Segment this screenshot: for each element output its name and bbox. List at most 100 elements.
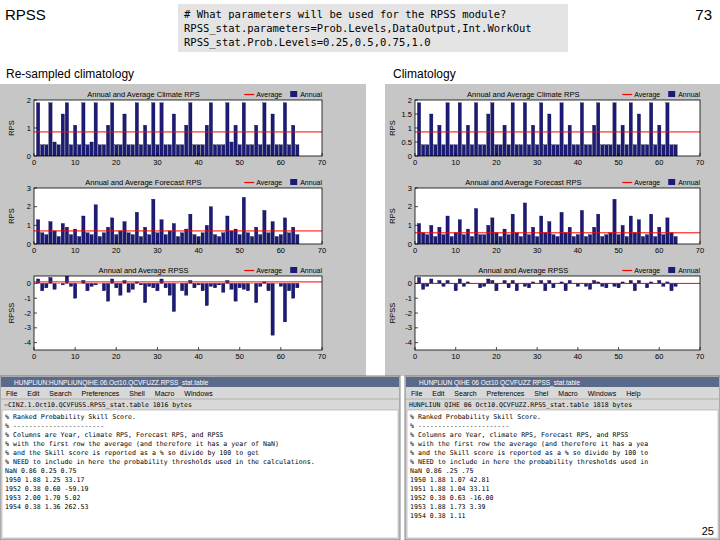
bar: [36, 220, 39, 244]
x-tick: [239, 241, 240, 244]
chart-title: Annual and Average RPSS: [478, 266, 568, 275]
bar: [621, 225, 624, 244]
editor-window: HUNPLIUN QIHE 06 Oct10 QCVFUZZ RPSS_stat…: [405, 376, 720, 540]
bar: [287, 283, 290, 290]
x-tick: [415, 153, 416, 156]
x-tick: [34, 241, 35, 244]
bar: [164, 235, 167, 244]
x-tick-label: 70: [696, 158, 704, 167]
text-line: 1952 0.38 0.60 -59.19: [5, 485, 88, 493]
bar: [654, 145, 657, 156]
text-line: % NEED to include in here the probabilit…: [410, 458, 648, 466]
bar: [593, 125, 596, 156]
menu-item: Help: [626, 390, 641, 398]
x-tick-label: 70: [318, 246, 326, 255]
bar: [234, 125, 237, 156]
bar: [511, 214, 514, 244]
plot-area: [415, 188, 700, 244]
bar: [176, 145, 179, 156]
bar: [474, 209, 477, 244]
y-tick: [415, 342, 418, 343]
average-line: [34, 281, 322, 282]
bar: [168, 231, 171, 244]
bar: [201, 145, 204, 156]
bar: [246, 283, 249, 290]
legend-label: Average: [256, 91, 282, 99]
x-tick: [322, 153, 323, 156]
bar: [434, 237, 437, 244]
bar: [143, 125, 146, 156]
x-tick-label: 0: [32, 352, 36, 361]
bar: [168, 145, 171, 156]
x-tick: [75, 153, 76, 156]
y-tick-label: 2: [408, 96, 412, 105]
bar: [511, 103, 514, 156]
bar: [106, 125, 109, 156]
x-tick: [239, 347, 240, 350]
bar: [106, 227, 109, 244]
bar: [209, 207, 212, 244]
y-tick: [34, 225, 37, 226]
bar: [666, 218, 669, 244]
x-tick-label: 30: [153, 246, 161, 255]
bar: [556, 237, 559, 244]
legend-swatch: [244, 94, 254, 95]
x-tick-label: 30: [533, 352, 541, 361]
x-tick: [659, 347, 660, 350]
bar: [519, 237, 522, 244]
bar: [156, 145, 159, 156]
text-line: 1954 0.38 1.11: [410, 512, 466, 520]
bar: [61, 283, 64, 284]
x-tick-label: 40: [194, 352, 202, 361]
y-tick: [415, 128, 418, 129]
bar: [197, 145, 200, 156]
bar: [53, 231, 56, 244]
bar: [454, 283, 457, 290]
bar: [617, 235, 620, 244]
average-line: [34, 131, 322, 132]
bar: [45, 283, 48, 287]
y-tick: [34, 206, 37, 207]
bar: [102, 145, 105, 156]
bar: [552, 235, 555, 244]
bar: [119, 283, 122, 295]
chart-title: Annual and Average Climate RPS: [467, 90, 579, 99]
bar: [279, 283, 282, 286]
bar: [426, 145, 429, 156]
bar: [73, 125, 76, 156]
y-tick-label: 0: [27, 152, 31, 161]
x-tick-label: 60: [277, 352, 285, 361]
bar: [588, 145, 591, 156]
bar: [213, 235, 216, 244]
bar: [296, 235, 299, 244]
menu-item: Search: [49, 390, 71, 397]
bar: [641, 145, 644, 156]
x-tick: [577, 153, 578, 156]
bar: [670, 145, 673, 156]
bar: [609, 233, 612, 244]
y-tick: [34, 283, 37, 284]
bar: [69, 145, 72, 156]
y-tick-label: 3: [408, 184, 412, 193]
bar: [495, 145, 498, 156]
bar: [143, 283, 146, 302]
y-tick-label: -4: [24, 338, 31, 347]
x-tick: [34, 347, 35, 350]
y-tick: [415, 327, 418, 328]
bar: [86, 145, 89, 156]
bar: [41, 283, 44, 290]
legend: AverageAnnual: [622, 91, 700, 99]
code-box: [178, 4, 568, 52]
y-tick: [415, 283, 418, 284]
y-axis-label: RPS: [388, 208, 397, 223]
bar: [674, 145, 677, 156]
bar: [430, 225, 433, 244]
bar: [645, 145, 648, 156]
plot-area: [415, 276, 700, 350]
legend: AverageAnnual: [244, 179, 322, 187]
bar: [131, 283, 134, 289]
bar: [217, 283, 220, 284]
bar: [483, 235, 486, 244]
bar: [503, 125, 506, 156]
bar: [597, 103, 600, 156]
